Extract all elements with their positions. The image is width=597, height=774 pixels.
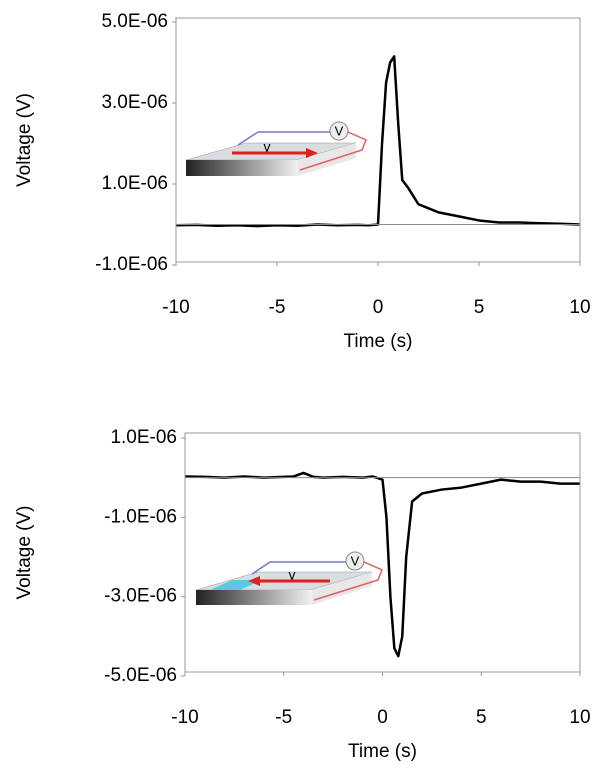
x-axis-label: Time (s) <box>344 331 413 352</box>
inset-label: V <box>335 123 344 138</box>
inset-label: V <box>351 553 360 568</box>
inset-label: v <box>289 567 296 583</box>
x-axis-label: Time (s) <box>348 741 417 762</box>
x-tick-label: -10 <box>162 297 189 318</box>
inset-2: V v <box>195 551 383 605</box>
x-tick-label: 0 <box>373 297 384 318</box>
y-tick-label: 3.0E-06 <box>101 92 168 113</box>
y-tick-label: -3.0E-06 <box>104 586 177 607</box>
x-tick-label: 0 <box>377 707 388 728</box>
y-tick-label: 5.0E-06 <box>101 11 168 32</box>
x-tick-label: 10 <box>569 707 590 728</box>
y-tick-label: -1.0E-06 <box>95 254 168 275</box>
y-tick-label: -1.0E-06 <box>104 506 177 527</box>
y-tick-label: 1.0E-06 <box>101 173 168 194</box>
inset-1: V v <box>185 121 367 176</box>
x-tick-label: 5 <box>474 297 485 318</box>
y-tick-label: 1.0E-06 <box>110 427 177 448</box>
data-line <box>184 471 580 658</box>
x-tick-label: -5 <box>275 707 292 728</box>
y-tick-label: -5.0E-06 <box>104 665 177 686</box>
plot-frame <box>175 17 581 263</box>
x-tick-label: -5 <box>269 297 286 318</box>
inset-label: v <box>264 139 271 155</box>
x-tick-label: 5 <box>476 707 487 728</box>
x-tick-label: 10 <box>569 297 590 318</box>
y-axis-label: Voltage (V) <box>14 506 35 600</box>
data-line <box>175 55 581 228</box>
plot-frame <box>184 432 581 673</box>
y-axis-label: Voltage (V) <box>14 93 35 187</box>
x-tick-label: -10 <box>171 707 198 728</box>
